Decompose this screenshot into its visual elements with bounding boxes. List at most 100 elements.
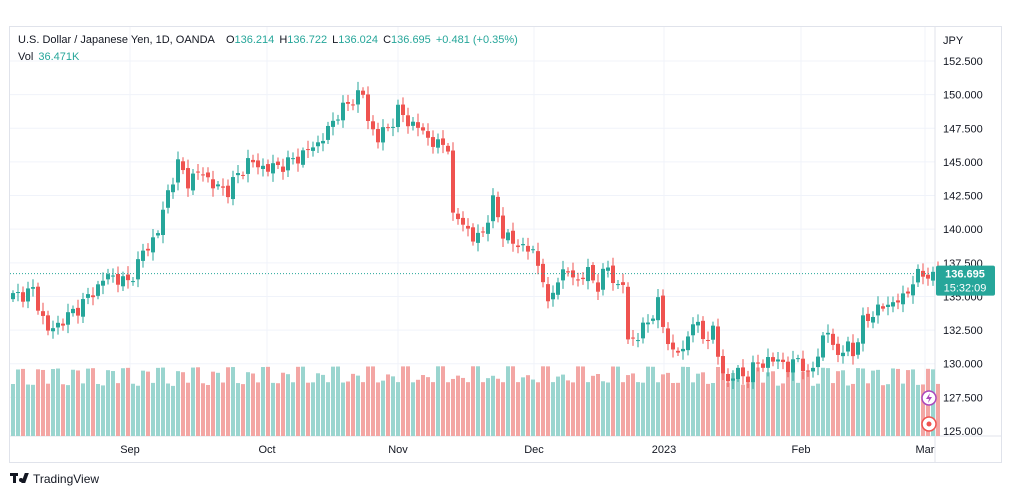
candle-body: [711, 325, 715, 340]
volume-bar: [701, 372, 705, 436]
volume-bar: [901, 383, 905, 436]
volume-bar: [681, 366, 685, 436]
volume-bar: [561, 374, 565, 436]
symbol-title: U.S. Dollar / Japanese Yen, 1D, OANDA: [18, 34, 215, 46]
volume-bar: [506, 366, 510, 436]
candle-body: [336, 119, 340, 121]
candle-body: [566, 271, 570, 273]
candle-body: [606, 267, 610, 271]
volume-bar: [451, 378, 455, 436]
volume-bar: [446, 382, 450, 436]
candle-body: [281, 166, 285, 172]
dividend-event-icon[interactable]: [921, 416, 937, 432]
volume-bar: [501, 382, 505, 436]
candle-body: [771, 357, 775, 362]
candle-body: [396, 104, 400, 128]
low-label: L: [332, 34, 339, 46]
candle-body: [591, 265, 595, 281]
candle-body: [156, 233, 160, 236]
brand-name: TradingView: [33, 472, 100, 486]
volume-bar: [481, 382, 485, 436]
volume-bar: [411, 382, 415, 436]
volume-bar: [96, 383, 100, 436]
volume-bar: [196, 367, 200, 436]
time-tick-label: Oct: [258, 444, 275, 456]
candle-body: [551, 292, 555, 300]
candlestick-chart[interactable]: JPY 152.500 150.000 147.500 145.000 142.500 14…: [0, 0, 1012, 470]
candle-body: [161, 209, 165, 236]
volume-bar: [791, 367, 795, 436]
candle-body: [66, 312, 70, 325]
candle-body: [246, 158, 250, 174]
volume-bar: [176, 371, 180, 436]
candle-body: [371, 121, 375, 130]
time-tick-label: 2023: [652, 444, 676, 456]
candle-body: [861, 315, 865, 344]
candle-body: [126, 274, 130, 281]
candle-body: [681, 348, 685, 352]
volume-bar: [81, 383, 85, 436]
candle-body: [596, 282, 600, 292]
candle-body: [461, 217, 465, 225]
volume-bar: [426, 377, 430, 436]
lightning-event-icon[interactable]: [921, 390, 937, 406]
candle-body: [361, 90, 365, 95]
time-tick-label: Dec: [524, 444, 544, 456]
open-value: 136.214: [234, 34, 275, 46]
candle-body: [786, 361, 790, 373]
volume-bar: [596, 374, 600, 436]
candle-body: [121, 276, 125, 287]
candle-body: [136, 259, 140, 280]
candle-body: [421, 127, 425, 131]
time-tick-label: Feb: [792, 444, 811, 456]
candle-body: [501, 215, 505, 239]
volume-bar: [921, 384, 925, 436]
candle-body: [686, 336, 690, 351]
candle-body: [346, 101, 350, 104]
volume-bar: [671, 382, 675, 436]
volume-bar: [721, 367, 725, 436]
volume-bar: [401, 366, 405, 436]
volume-bar: [71, 369, 75, 436]
open-label: O: [225, 34, 235, 46]
candle-body: [656, 297, 660, 321]
candle-body: [381, 127, 385, 143]
candle-body: [676, 350, 680, 353]
volume-bar: [586, 382, 590, 436]
candle-body: [811, 367, 815, 372]
candle-body: [801, 358, 805, 372]
volume-bar: [406, 366, 410, 436]
volume-bar: [346, 381, 350, 436]
volume-bar: [841, 370, 845, 436]
volume-bar: [16, 369, 20, 436]
time-tick-label: Sep: [120, 444, 140, 456]
candle-body: [86, 294, 90, 298]
candle-body: [546, 284, 550, 302]
candle-body: [806, 370, 810, 372]
volume-bar: [646, 366, 650, 436]
candle-body: [926, 274, 930, 279]
symbol-legend: U.S. Dollar / Japanese Yen, 1D, OANDA O1…: [18, 34, 520, 46]
candle-body: [91, 295, 95, 298]
candle-body: [76, 307, 80, 316]
volume-bar: [231, 367, 235, 436]
volume-bar: [541, 366, 545, 436]
candle-body: [466, 225, 470, 229]
volume-bar: [871, 370, 875, 436]
volume-bar: [821, 367, 825, 436]
candle-body: [266, 164, 270, 172]
volume-bar: [161, 367, 165, 436]
volume-bar: [366, 366, 370, 436]
last-price-value: 136.695: [945, 269, 985, 281]
tradingview-brand[interactable]: TradingView: [10, 472, 99, 486]
candle-body: [321, 140, 325, 144]
candle-body: [816, 356, 820, 368]
volume-bar: [641, 382, 645, 436]
volume-bar: [101, 385, 105, 436]
candle-body: [741, 367, 745, 377]
candle-body: [291, 158, 295, 160]
volume-bar: [861, 368, 865, 436]
volume-bar: [816, 383, 820, 436]
volume-bar: [741, 384, 745, 436]
volume-bar: [341, 382, 345, 436]
